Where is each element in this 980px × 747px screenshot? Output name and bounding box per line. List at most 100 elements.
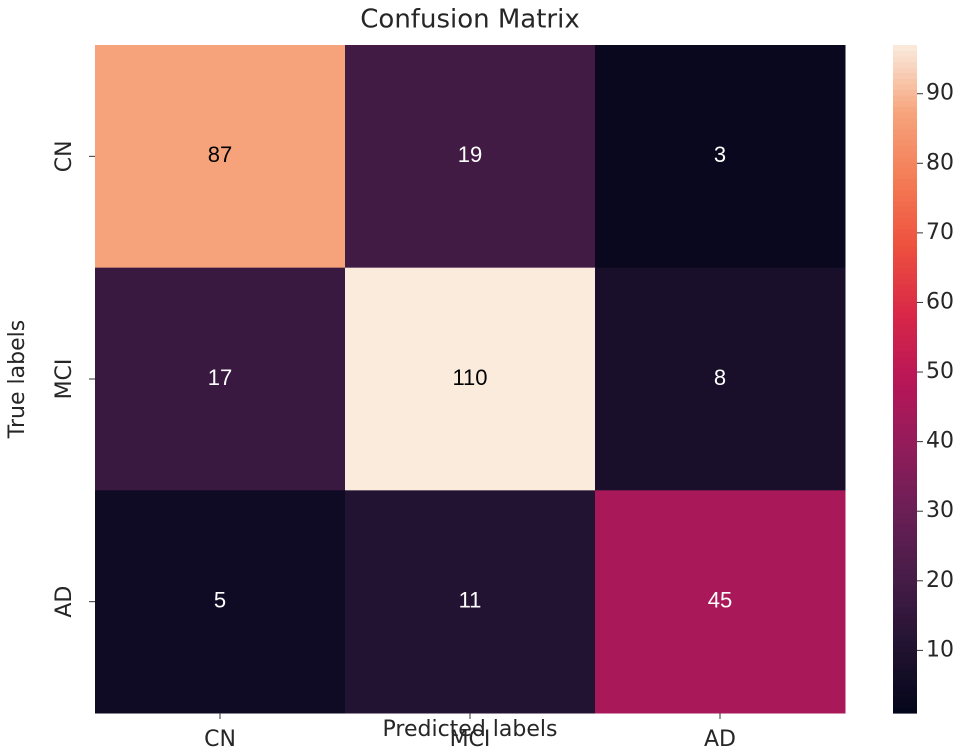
colorbar-step xyxy=(893,551,917,558)
chart-title: Confusion Matrix xyxy=(360,5,579,35)
colorbar-step xyxy=(893,295,917,302)
colorbar-step xyxy=(893,83,917,91)
colorbar-step xyxy=(893,178,917,185)
colorbar-step xyxy=(893,612,917,619)
x-tick-label: MCI xyxy=(450,727,491,747)
colorbar-step xyxy=(893,445,917,452)
colorbar-step xyxy=(893,618,917,625)
colorbar-step xyxy=(893,473,917,480)
colorbar-step xyxy=(893,200,917,208)
colorbar-step xyxy=(893,662,917,670)
colorbar-step xyxy=(893,429,917,436)
colorbar-step xyxy=(893,362,917,369)
cell xyxy=(595,45,846,269)
colorbar-tick-label: 80 xyxy=(926,150,954,175)
colorbar-step xyxy=(893,417,917,425)
colorbar-step xyxy=(893,495,917,503)
colorbar-tick-label: 30 xyxy=(926,498,954,523)
colorbar-step xyxy=(893,629,917,636)
colorbar-step xyxy=(893,701,917,709)
colorbar-step xyxy=(893,312,917,319)
colorbar-step xyxy=(893,412,917,419)
colorbar-step xyxy=(893,579,917,586)
colorbar-step xyxy=(893,607,917,614)
colorbar-step xyxy=(893,234,917,241)
colorbar-step xyxy=(893,328,917,336)
colorbar-step xyxy=(893,262,917,269)
colorbar-step xyxy=(893,150,917,157)
y-tick-label: AD xyxy=(52,586,77,618)
colorbar-step xyxy=(893,117,917,124)
colorbar-step xyxy=(893,228,917,235)
colorbar-step xyxy=(893,434,917,441)
colorbar-step xyxy=(893,685,917,692)
colorbar-step xyxy=(893,440,917,447)
colorbar-step xyxy=(893,401,917,408)
cell-label: 17 xyxy=(208,365,232,390)
colorbar-step xyxy=(893,707,917,714)
colorbar-step xyxy=(893,390,917,397)
colorbar-step xyxy=(893,657,917,664)
colorbar-step xyxy=(893,72,917,79)
colorbar-step xyxy=(893,61,917,68)
colorbar-step xyxy=(893,161,917,169)
colorbar-step xyxy=(893,651,917,658)
colorbar-step xyxy=(893,573,917,580)
colorbar-tick-label: 20 xyxy=(926,568,954,593)
colorbar-step xyxy=(893,317,917,324)
colorbar-step xyxy=(893,590,917,597)
cell xyxy=(345,267,596,491)
colorbar-step xyxy=(893,250,917,258)
cell xyxy=(345,45,596,269)
colorbar-step xyxy=(893,323,917,330)
colorbar-step xyxy=(893,95,917,102)
colorbar-step xyxy=(893,145,917,152)
colorbar-step xyxy=(893,540,917,547)
colorbar-step xyxy=(893,646,917,653)
colorbar-step xyxy=(893,356,917,363)
cell xyxy=(95,490,346,714)
y-tick-label: MCI xyxy=(52,359,77,400)
colorbar-step xyxy=(893,106,917,113)
colorbar-step xyxy=(893,306,917,313)
colorbar-step xyxy=(893,134,917,141)
colorbar-step xyxy=(893,173,917,180)
colorbar-step xyxy=(893,668,917,675)
colorbar-step xyxy=(893,423,917,430)
colorbar-step xyxy=(893,50,917,57)
colorbar-step xyxy=(893,278,917,285)
cell-label: 19 xyxy=(458,142,482,167)
colorbar-step xyxy=(893,351,917,358)
colorbar-step xyxy=(893,490,917,497)
colorbar-step xyxy=(893,67,917,74)
colorbar-step xyxy=(893,512,917,519)
colorbar-step xyxy=(893,189,917,196)
cell-label: 110 xyxy=(452,365,487,390)
colorbar-step xyxy=(893,239,917,246)
cell-label: 3 xyxy=(714,142,726,167)
colorbar-step xyxy=(893,206,917,213)
colorbar-step xyxy=(893,289,917,297)
colorbar-step xyxy=(893,195,917,202)
colorbar-step xyxy=(893,122,917,130)
colorbar-step xyxy=(893,534,917,542)
colorbar-step xyxy=(893,212,917,219)
cell-label: 87 xyxy=(208,142,232,167)
colorbar-step xyxy=(893,546,917,553)
colorbar-step xyxy=(893,635,917,642)
cell xyxy=(595,267,846,491)
colorbar-step xyxy=(893,568,917,575)
colorbar-step xyxy=(893,139,917,146)
y-axis-label: True labels xyxy=(5,320,30,439)
colorbar-step xyxy=(893,45,917,52)
colorbar-step xyxy=(893,111,917,118)
colorbar-step xyxy=(893,501,917,508)
colorbar-step xyxy=(893,690,917,697)
colorbar-step xyxy=(893,406,917,413)
colorbar-step xyxy=(893,373,917,380)
colorbar-tick-label: 70 xyxy=(926,220,954,245)
cell-label: 11 xyxy=(459,587,482,612)
colorbar-step xyxy=(893,128,917,135)
x-tick-label: AD xyxy=(704,727,736,747)
